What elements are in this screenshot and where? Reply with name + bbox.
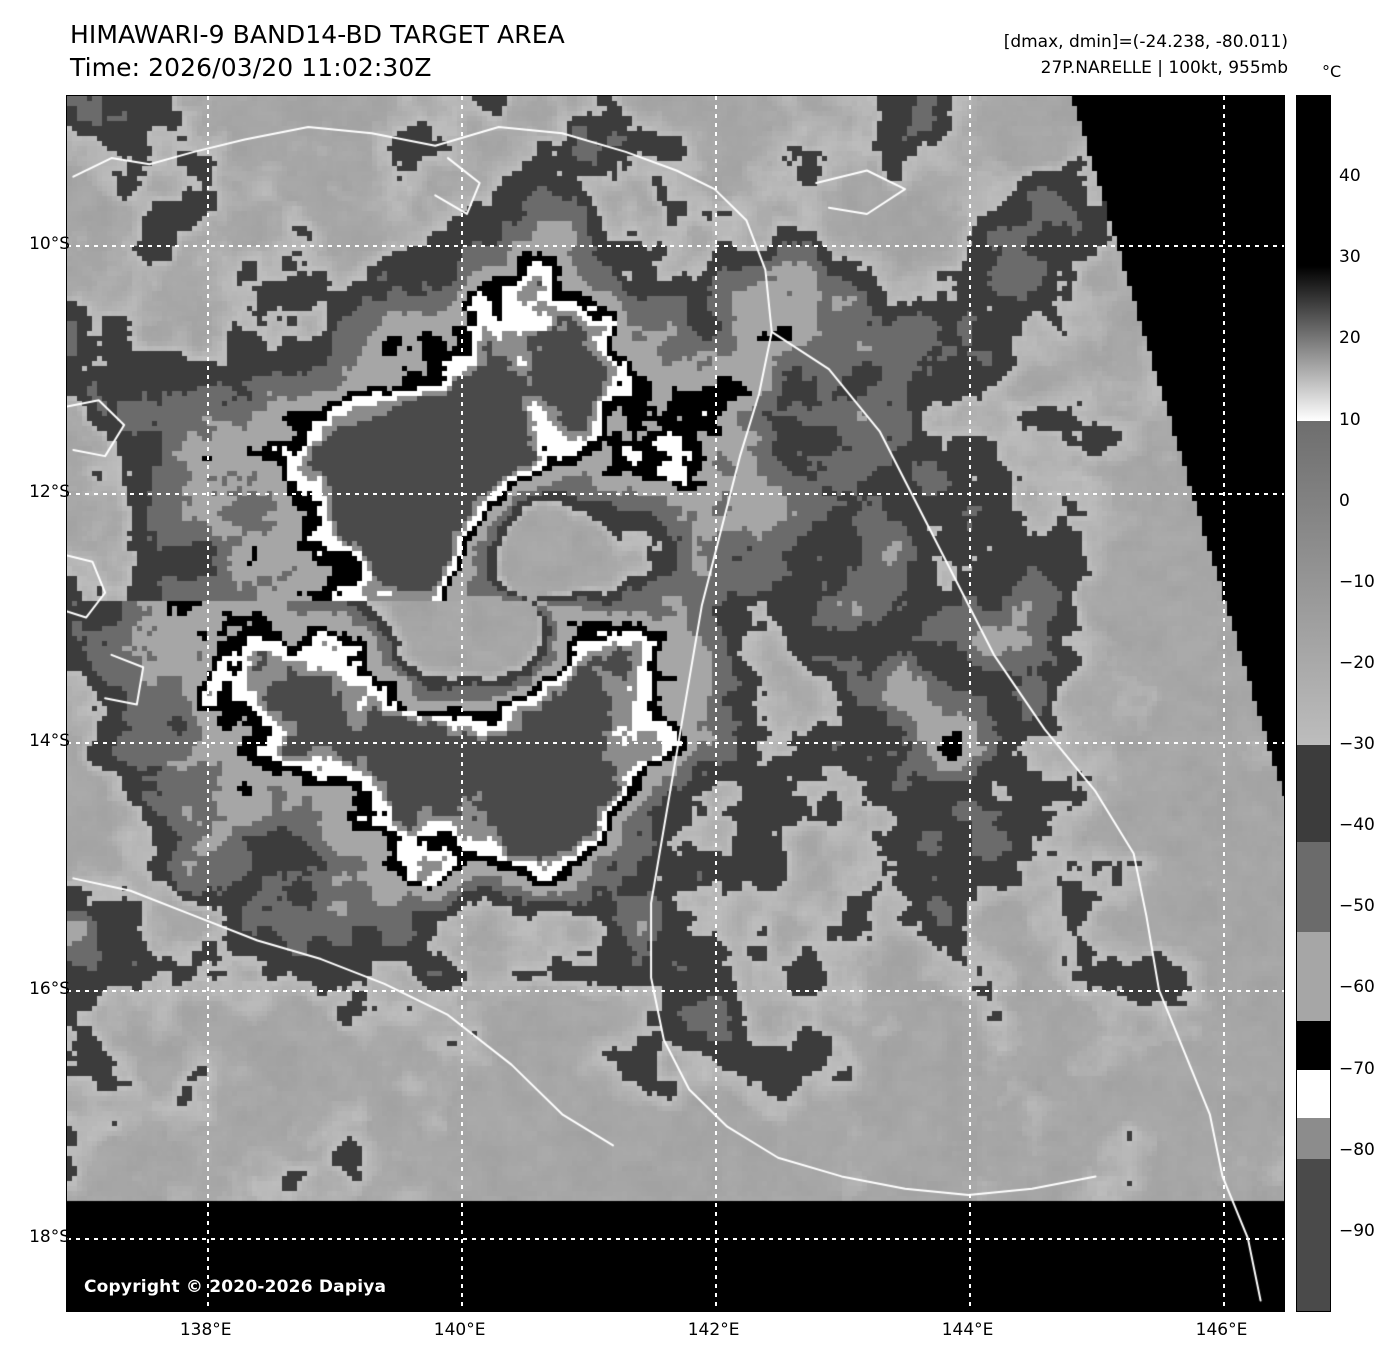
colorbar-tick-label: −80 [1339,1139,1375,1160]
header-left: HIMAWARI-9 BAND14-BD TARGET AREA Time: 2… [70,18,565,84]
lat-tick-label: 16°S [29,979,70,1000]
map-plot-area[interactable]: Copyright © 2020-2026 Dapiya [66,95,1285,1312]
page-title: HIMAWARI-9 BAND14-BD TARGET AREA [70,20,565,49]
colorbar-tick-label: 0 [1339,490,1350,511]
colorbar-tick-label: 40 [1339,166,1361,187]
colorbar-band [1297,842,1330,932]
satellite-raster [67,96,1284,1311]
colorbar-tick-label: −20 [1339,652,1375,673]
colorbar-band [1297,1069,1330,1119]
lon-tick-label: 144°E [941,1320,994,1340]
lon-tick-label: 140°E [433,1320,486,1340]
colorbar-band [1297,931,1330,1021]
colorbar-band [1297,420,1330,746]
header-right: [dmax, dmin]=(-24.238, -80.011) 27P.NARE… [1004,30,1288,81]
lat-tick-label: 10°S [29,234,70,255]
colorbar-tick-label: 10 [1339,409,1361,430]
colorbar-band [1297,1118,1330,1159]
colorbar-tick-label: −30 [1339,734,1375,755]
observation-time: Time: 2026/03/20 11:02:30Z [70,53,432,82]
storm-info-label: 27P.NARELLE | 100kt, 955mb [1040,57,1288,78]
colorbar-tick-label: −90 [1339,1220,1375,1241]
colorbar-tick-label: −70 [1339,1058,1375,1079]
colorbar-band [1297,1020,1330,1070]
colorbar-tick-label: 30 [1339,247,1361,268]
lon-tick-label: 138°E [179,1320,232,1340]
lat-tick-label: 18°S [29,1227,70,1248]
colorbar-band [1297,1158,1330,1311]
colorbar-unit-label: °C [1322,62,1342,81]
data-minmax-label: [dmax, dmin]=(-24.238, -80.011) [1003,32,1288,52]
lon-tick-label: 142°E [687,1320,740,1340]
colorbar-band [1297,745,1330,843]
colorbar[interactable] [1296,95,1331,1312]
colorbar-tick-label: −40 [1339,815,1375,836]
colorbar-tick-label: −50 [1339,896,1375,917]
colorbar-tick-label: −60 [1339,977,1375,998]
lat-tick-label: 12°S [29,482,70,503]
satellite-imagery [67,96,1284,1311]
colorbar-band [1297,96,1330,267]
lat-tick-label: 14°S [29,730,70,751]
colorbar-band [1297,266,1330,421]
lon-tick-label: 146°E [1195,1320,1248,1340]
colorbar-tick-label: 20 [1339,328,1361,349]
colorbar-tick-label: −10 [1339,571,1375,592]
copyright-label: Copyright © 2020-2026 Dapiya [84,1277,387,1297]
